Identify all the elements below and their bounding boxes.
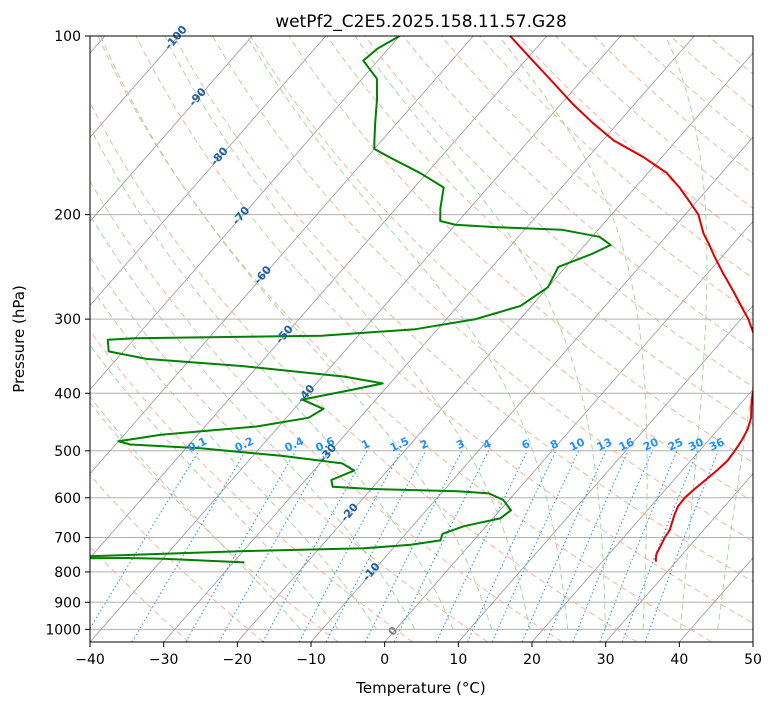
y-axis-label: Pressure (hPa) [10,285,28,393]
isotherm-line [605,473,753,642]
isotherm-line [237,52,753,642]
dry-adiabat-line [90,180,563,642]
axes: −40 −30 −20 −10 0 10 20 30 40 50 100 200 300 400 500 60… [45,29,762,668]
moist-adiabat-line [90,214,416,630]
mixing-ratio-line [364,450,463,642]
moist-adiabat-line [717,381,753,630]
mixing-ratio-line [262,450,368,642]
x-tick-label: −20 [223,652,253,668]
mixing-ratio-label: 10 [567,435,587,453]
mixing-ratio-label: 25 [666,435,685,453]
plot-frame [89,35,754,643]
y-tick-label: 500 [54,444,81,460]
y-tick-label: 1000 [45,622,81,638]
dry-adiabat-line [135,36,753,624]
mixing-ratio-label: 20 [641,435,661,453]
y-tick-label: 400 [54,386,81,402]
mixing-ratio-label: 30 [686,435,706,453]
moist-adiabat-line [100,36,493,630]
mixing-ratio-line [521,450,607,642]
y-tick-label: 300 [54,312,81,328]
moist-adiabat-line [90,284,378,630]
mixing-ratio-line [644,450,719,642]
dry-adiabat-line [90,474,264,642]
isotherm-line [90,36,253,222]
dry-adiabat-line [90,545,190,642]
moist-adiabat-line [90,126,454,630]
moist-adiabat-line [90,395,301,630]
x-tick-label: 40 [670,652,688,668]
mixing-ratio-label: 13 [595,435,614,453]
moist-adiabat-line [498,36,648,630]
mixing-ratio-line [572,450,653,642]
dry-adiabat-line [97,36,712,642]
mixing-ratio-label: 16 [617,435,637,453]
mixing-ratio-line [393,450,490,642]
chart-title: wetPf2_C2E5.2025.158.11.57.G28 [275,12,567,32]
data-lines [90,36,753,564]
x-tick-label: −40 [75,652,105,668]
dry-adiabat-line [90,256,488,642]
dry-adiabat-line [90,402,339,642]
mixing-ratio-line [218,450,328,642]
isotherm-line [90,36,621,642]
moist-adiabat-line [90,344,339,630]
mixing-ratio-line [298,450,402,642]
x-tick-label: 30 [597,652,615,668]
dry-adiabat-line [90,101,638,642]
y-tick-label: 700 [54,531,81,547]
y-tick-label: 800 [54,565,81,581]
dry-adiabat-line [211,36,753,542]
temperature-profile-line [509,36,753,562]
x-tick-label: 50 [744,652,762,668]
dewpoint-profile-line [90,36,612,564]
moist-adiabat-line [246,36,569,630]
moist-adiabat-line [354,36,606,630]
isotherm-line [90,36,548,559]
mixing-ratio-label: 36 [707,435,727,453]
mixing-ratio-line [90,450,200,630]
moist-adiabat-line [164,36,531,630]
mixing-ratio-line [621,450,698,642]
x-tick-label: −10 [296,652,326,668]
x-axis-label: Temperature (°C) [355,679,485,697]
dry-adiabat-line [326,36,753,425]
x-tick-label: 0 [380,652,389,668]
isotherm-line [531,388,753,642]
mixing-ratio-line [545,450,629,642]
y-tick-label: 600 [54,491,81,507]
dry-adiabat-line [288,36,753,464]
moist-adiabat-line [665,36,708,630]
mixing-ratio-line [599,450,678,642]
background-lines [90,36,753,642]
dry-adiabat-line [250,36,753,503]
y-tick-label: 100 [54,29,81,45]
isotherm-line [163,36,695,642]
isotherm-line [384,220,753,642]
dry-adiabat-line [173,36,753,583]
x-tick-label: 20 [523,652,541,668]
isotherm-line [458,304,753,642]
dry-adiabat-line [90,329,414,642]
isotherm-line [90,36,327,307]
y-tick-label: 900 [54,595,81,611]
x-tick-label: −30 [149,652,179,668]
isotherm-line [90,36,474,475]
y-tick-label: 200 [54,208,81,224]
x-tick-label: 10 [449,652,467,668]
